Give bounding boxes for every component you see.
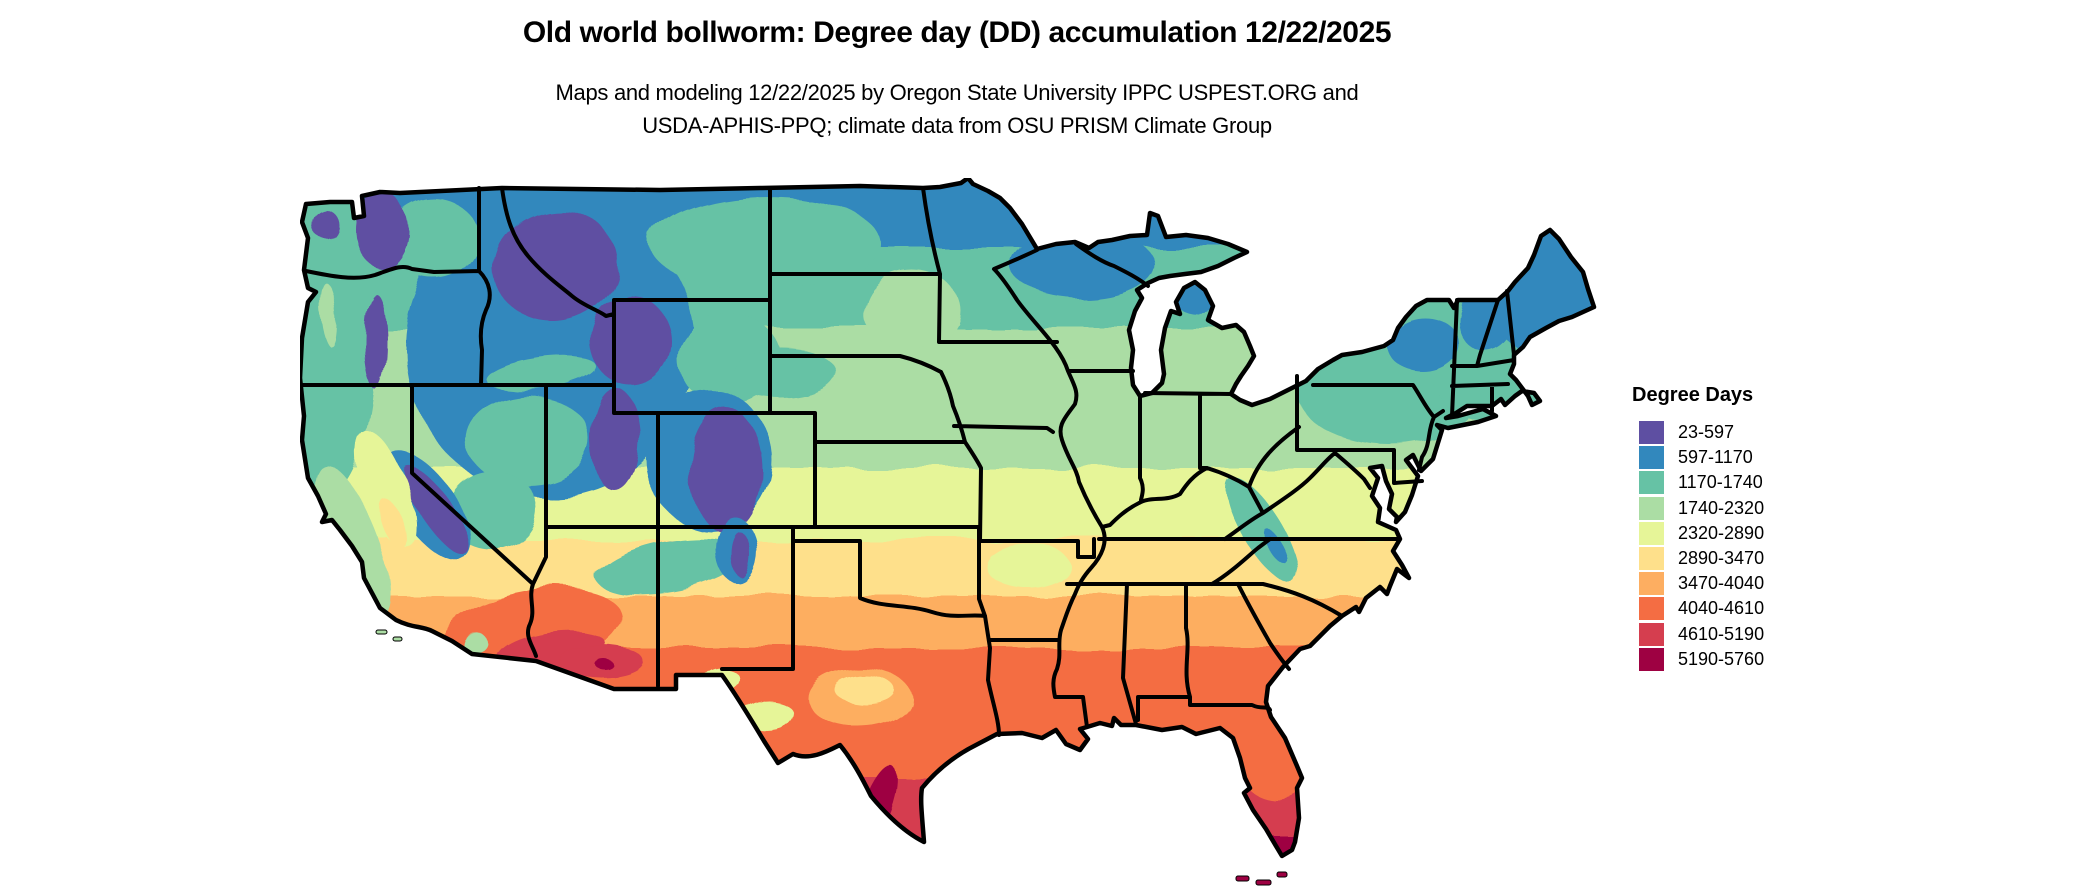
dd-region-willamette-valley bbox=[321, 284, 339, 348]
legend-items: 23-597 597-1170 1170-1740 1740-2320 2320-289… bbox=[1639, 420, 1892, 672]
us-degree-day-map bbox=[300, 178, 1600, 888]
legend-swatch bbox=[1639, 547, 1664, 571]
dd-region-bitterroot-rockies bbox=[494, 210, 618, 322]
dd-region-columbia-basin bbox=[390, 200, 480, 280]
dd-region-oregon-cascades bbox=[363, 292, 385, 388]
dd-region-san-diego-coast bbox=[463, 634, 489, 654]
dd-region-guadalupe-mtns bbox=[704, 668, 740, 692]
subtitle-line-1: Maps and modeling 12/22/2025 by Oregon S… bbox=[555, 80, 1359, 105]
degree-day-field-clip bbox=[300, 178, 1594, 856]
dd-band-8 bbox=[300, 836, 1594, 856]
legend-row-6: 3470-4040 bbox=[1639, 571, 1892, 596]
legend-label: 2890-3470 bbox=[1678, 548, 1765, 569]
legend-swatch bbox=[1639, 446, 1664, 470]
page-title: Old world bollworm: Degree day (DD) accu… bbox=[522, 16, 1392, 49]
dd-region-s-central-valley bbox=[382, 501, 408, 551]
legend-swatch bbox=[1639, 521, 1664, 545]
island-florida-keys-2 bbox=[1255, 879, 1272, 886]
legend-swatch bbox=[1639, 471, 1664, 495]
legend-row-8: 4610-5190 bbox=[1639, 622, 1892, 647]
dd-region-hill-country-pale bbox=[835, 676, 895, 704]
dd-region-w-nebraska-sandhills bbox=[727, 348, 837, 400]
legend-label: 1170-1740 bbox=[1678, 472, 1763, 493]
legend-row-4: 2320-2890 bbox=[1639, 521, 1892, 546]
legend-label: 1740-2320 bbox=[1678, 497, 1765, 518]
island-channel-island-2 bbox=[392, 636, 403, 642]
state-borders bbox=[300, 186, 1516, 737]
dd-region-adirondacks bbox=[1386, 315, 1458, 371]
legend-swatch bbox=[1639, 647, 1664, 671]
legend-row-5: 2890-3470 bbox=[1639, 546, 1892, 571]
legend-swatch bbox=[1639, 622, 1664, 646]
dd-region-ca-coast-ranges bbox=[312, 463, 392, 617]
legend-label: 5190-5760 bbox=[1678, 648, 1765, 669]
degree-day-field bbox=[300, 178, 1594, 856]
page-subtitle: Maps and modeling 12/22/2025 by Oregon S… bbox=[257, 76, 1657, 142]
legend-row-7: 4040-4610 bbox=[1639, 596, 1892, 621]
dd-region-mogollon-gila-highlands bbox=[596, 537, 744, 595]
legend-swatch bbox=[1639, 572, 1664, 596]
legend: Degree Days 23-597 597-1170 1170-1740 1740-… bbox=[1632, 384, 1892, 672]
dd-region-nevada-basins bbox=[466, 395, 590, 485]
legend-row-2: 1170-1740 bbox=[1639, 470, 1892, 495]
legend-row-0: 23-597 bbox=[1639, 420, 1892, 445]
dd-region-e-south-dakota bbox=[864, 270, 960, 350]
legend-label: 597-1170 bbox=[1678, 447, 1753, 468]
island-features bbox=[375, 629, 1288, 886]
dd-region-blue-ridge bbox=[1261, 526, 1289, 566]
map-header: Old world bollworm: Degree day (DD) accu… bbox=[257, 16, 1657, 142]
legend-label: 4040-4610 bbox=[1678, 598, 1765, 619]
map-canvas bbox=[300, 178, 1597, 886]
dd-region-north-cascades bbox=[356, 192, 408, 268]
dd-region-sangre-de-cristo bbox=[731, 532, 749, 576]
dd-region-yellowstone-absaroka bbox=[590, 295, 670, 385]
dd-region-e-montana-dakotas bbox=[650, 195, 880, 291]
dd-region-sierra-nevada bbox=[403, 466, 469, 554]
dd-region-colorado-rockies bbox=[690, 408, 762, 532]
legend-swatch bbox=[1639, 597, 1664, 621]
island-channel-island-1 bbox=[375, 629, 388, 635]
legend-row-3: 1740-2320 bbox=[1639, 496, 1892, 521]
legend-label: 3470-4040 bbox=[1678, 573, 1765, 594]
island-florida-keys-1 bbox=[1235, 875, 1250, 882]
legend-title: Degree Days bbox=[1632, 384, 1754, 406]
island-florida-keys-3 bbox=[1276, 871, 1288, 878]
dd-region-phoenix-core bbox=[595, 659, 613, 669]
dd-region-olympic-mtns bbox=[312, 209, 338, 239]
legend-swatch bbox=[1639, 421, 1664, 445]
dd-region-snake-river-plain bbox=[487, 357, 597, 391]
legend-label: 4610-5190 bbox=[1678, 623, 1765, 644]
legend-label: 23-597 bbox=[1678, 422, 1735, 443]
dd-region-s-nevada bbox=[447, 470, 537, 550]
legend-label: 2320-2890 bbox=[1678, 522, 1765, 543]
dd-band-7 bbox=[300, 778, 1594, 836]
legend-row-9: 5190-5760 bbox=[1639, 647, 1892, 672]
subtitle-line-2: USDA-APHIS-PPQ; climate data from OSU PR… bbox=[642, 113, 1272, 138]
dd-region-ozarks bbox=[984, 542, 1068, 586]
legend-row-1: 597-1170 bbox=[1639, 445, 1892, 470]
legend-swatch bbox=[1639, 496, 1664, 520]
